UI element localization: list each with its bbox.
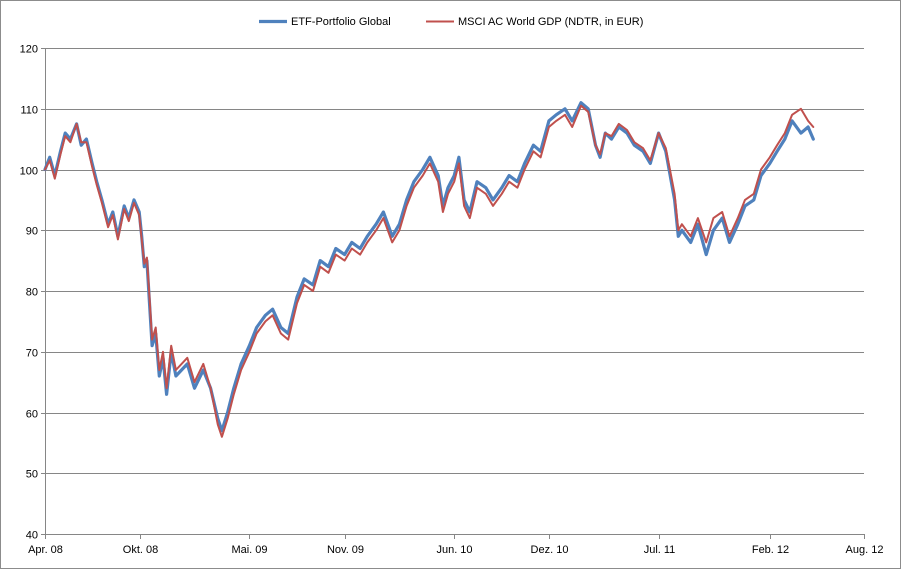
- legend-label: MSCI AC World GDP (NDTR, in EUR): [458, 16, 643, 28]
- gridlines: [45, 48, 864, 474]
- y-tick-label: 70: [26, 348, 38, 360]
- x-tick-label: Feb. 12: [752, 544, 789, 556]
- x-axis-tick-labels: Apr. 08 Okt. 08 Mai. 09 Nov. 09 Jun. 10 Dez. …: [28, 544, 883, 556]
- legend: ETF-Portfolio Global MSCI AC World GDP (N…: [259, 16, 643, 28]
- x-tick-label: Mai. 09: [231, 544, 267, 556]
- axes: [41, 48, 865, 539]
- x-tick-label: Okt. 08: [123, 544, 158, 556]
- y-tick-label: 60: [26, 409, 38, 421]
- series-line-etf-portfolio: [43, 101, 815, 433]
- y-tick-label: 110: [20, 105, 38, 117]
- x-tick-label: Apr. 08: [28, 544, 63, 556]
- x-tick-label: Dez. 10: [531, 544, 569, 556]
- x-tick-label: Aug. 12: [846, 544, 884, 556]
- x-tick-label: Jun. 10: [436, 544, 472, 556]
- y-tick-label: 50: [26, 469, 38, 481]
- y-tick-label: 100: [20, 166, 38, 178]
- series-line-msci-acwi-gdp: [44, 104, 815, 438]
- y-tick-label: 90: [26, 226, 38, 238]
- y-axis-tick-labels: 40 50 60 70 80 90 100 110 120: [20, 44, 38, 542]
- y-tick-label: 120: [20, 44, 38, 56]
- x-tick-label: Nov. 09: [327, 544, 364, 556]
- x-tick-label: Jul. 11: [644, 544, 676, 556]
- y-tick-label: 80: [26, 287, 38, 299]
- legend-label: ETF-Portfolio Global: [291, 16, 391, 28]
- series-lines: [43, 101, 815, 438]
- y-tick-label: 40: [26, 530, 38, 542]
